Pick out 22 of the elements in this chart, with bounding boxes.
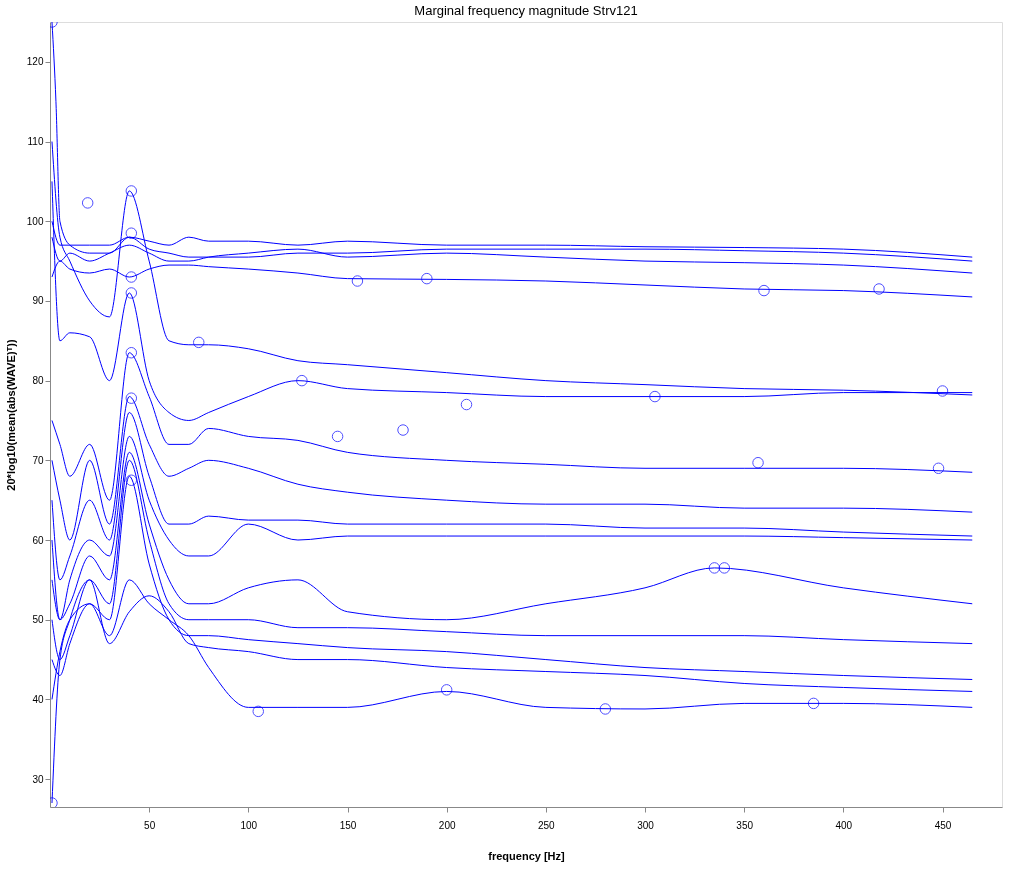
x-tick-label: 450 — [934, 819, 952, 831]
x-tick-label: 50 — [144, 819, 156, 831]
x-tick-label: 150 — [339, 819, 357, 831]
y-tick-label: 40 — [32, 693, 44, 705]
chart-title: Marginal frequency magnitude Strv121 — [414, 3, 638, 18]
x-tick-label: 100 — [240, 819, 258, 831]
x-tick-label: 350 — [736, 819, 754, 831]
y-tick-label: 70 — [32, 454, 44, 466]
x-tick-label: 200 — [438, 819, 456, 831]
y-tick-label: 80 — [32, 375, 44, 387]
x-axis-title: frequency [Hz] — [488, 849, 566, 862]
y-tick-label: 100 — [26, 215, 44, 227]
y-tick-label: 30 — [32, 773, 44, 785]
x-tick-label: 400 — [835, 819, 853, 831]
y-tick-label: 50 — [32, 614, 44, 626]
y-tick-label: 60 — [32, 534, 44, 546]
y-axis-title: 20*log10(mean(abs(WAVE)ᵀ)) — [4, 339, 17, 491]
x-tick-label: 300 — [637, 819, 655, 831]
x-tick-label: 250 — [537, 819, 556, 831]
y-tick-label: 110 — [27, 136, 44, 148]
y-tick-label: 90 — [32, 295, 44, 307]
y-tick-label: 120 — [26, 56, 44, 68]
